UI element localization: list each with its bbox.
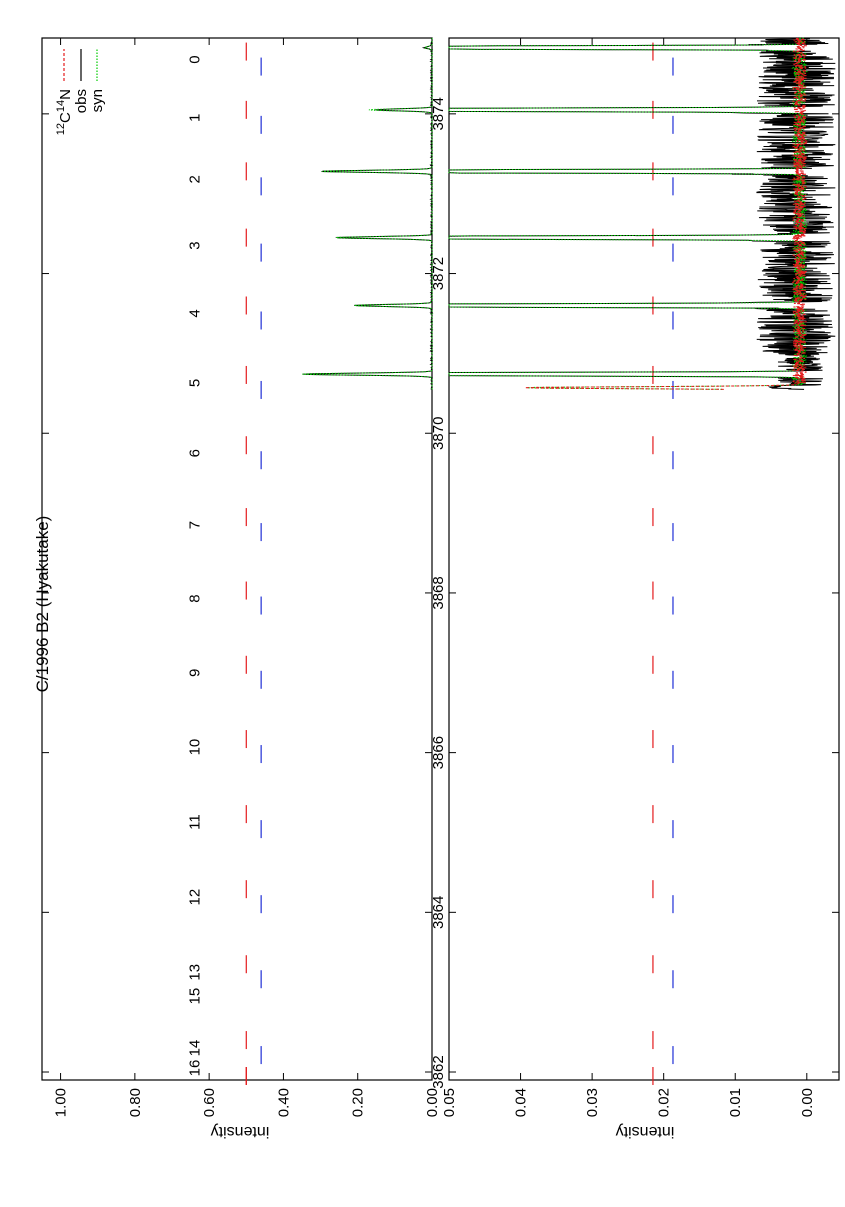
rot-level-label-6: 6: [186, 449, 203, 457]
top-ytick-label-5: 1.00: [53, 1088, 70, 1117]
legend-label-syn: syn: [89, 89, 106, 112]
legend-n: N: [57, 89, 74, 100]
xtick-label-3864: 3864: [430, 896, 447, 929]
top-ticks: 0.00 0.20 0.40 0.60 0.80 1.00: [42, 38, 441, 1117]
legend-label-cn: 12C14N: [55, 89, 74, 135]
bottom-ytick-label-4: 0.04: [513, 1088, 530, 1117]
rot-level-label-9: 9: [186, 669, 203, 677]
top-series-obs: [303, 37, 434, 390]
rot-level-label-16: 16: [186, 1060, 203, 1077]
bottom-ytick-label-1: 0.01: [727, 1088, 744, 1117]
top-ylabel: intensity: [211, 1123, 270, 1140]
top-ytick-label-1: 0.20: [350, 1088, 367, 1117]
rot-level-label-4: 4: [186, 309, 203, 317]
bottom-series: [448, 37, 836, 390]
rot-level-label-13: 13: [186, 964, 203, 981]
legend-sup-14: 14: [55, 100, 67, 112]
bottom-rotational-markers: [652, 42, 674, 1086]
legend-label-obs: obs: [73, 89, 90, 113]
rot-level-label-5: 5: [186, 379, 203, 387]
legend-sup-12: 12: [55, 123, 67, 135]
top-series-syn: [302, 38, 433, 390]
bottom-ticks: 3862 3864 3866 3868 3870 3872 3874 0.00 0.01 0.02…: [430, 38, 839, 1117]
xtick-label-3862: 3862: [430, 1055, 447, 1088]
top-series: [302, 37, 434, 390]
bottom-ytick-label-5: 0.05: [441, 1088, 458, 1117]
bottom-ytick-label-2: 0.02: [656, 1088, 673, 1117]
top-ytick-label-4: 0.80: [127, 1088, 144, 1117]
bottom-series-obs: [448, 37, 836, 390]
top-panel-frame: [41, 37, 433, 1081]
xtick-label-3872: 3872: [430, 257, 447, 290]
rot-level-label-10: 10: [186, 739, 203, 756]
xtick-label-3874: 3874: [430, 97, 447, 130]
rot-level-label-11: 11: [186, 814, 203, 830]
rot-level-label-3: 3: [186, 241, 203, 249]
rot-level-label-15: 15: [186, 988, 203, 1005]
top-ytick-label-0: 0.00: [424, 1088, 441, 1117]
legend-c: C: [57, 112, 74, 123]
rot-level-label-12: 12: [186, 889, 203, 906]
xtick-label-3866: 3866: [430, 736, 447, 769]
bottom-ytick-label-0: 0.00: [799, 1088, 816, 1117]
rot-level-label-14: 14: [186, 1040, 203, 1057]
bottom-ytick-label-3: 0.03: [584, 1088, 601, 1117]
rot-level-label-1: 1: [186, 114, 203, 122]
bottom-series-12C14N: [525, 37, 808, 390]
bottom-panel-frame: [448, 37, 840, 1081]
xtick-label-3868: 3868: [430, 576, 447, 609]
xtick-label-3870: 3870: [430, 417, 447, 450]
top-ytick-label-3: 0.60: [201, 1088, 218, 1117]
rot-level-label-8: 8: [186, 594, 203, 602]
bottom-ylabel: intensity: [616, 1123, 675, 1140]
bottom-series-syn: [448, 37, 809, 390]
legend: 12C14N obs syn: [55, 49, 106, 135]
top-ytick-label-2: 0.40: [275, 1088, 292, 1117]
rotated-plot-group: C/1996 B2 (Hyakutake) 0.000.200.400.600.…: [33, 37, 840, 1140]
rot-level-label-0: 0: [186, 55, 203, 63]
rot-level-label-7: 7: [186, 521, 203, 529]
rot-level-label-2: 2: [186, 175, 203, 183]
